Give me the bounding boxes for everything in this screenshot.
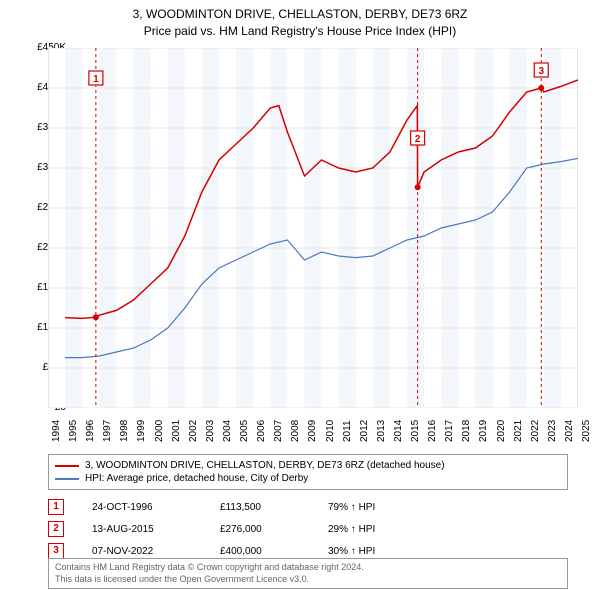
x-tick-label: 2004 <box>222 420 233 442</box>
x-tick-label: 2018 <box>461 420 472 442</box>
sale-price: £113,500 <box>220 502 300 513</box>
x-tick-label: 1999 <box>136 420 147 442</box>
x-tick-label: 2009 <box>307 420 318 442</box>
sale-date: 13-AUG-2015 <box>92 524 192 535</box>
sales-row: 1 24-OCT-1996 £113,500 79% ↑ HPI <box>48 496 375 518</box>
footer-line2: This data is licensed under the Open Gov… <box>55 574 561 586</box>
x-tick-label: 2015 <box>410 420 421 442</box>
legend-label: HPI: Average price, detached house, City… <box>85 473 308 484</box>
x-tick-label: 2014 <box>393 420 404 442</box>
sale-diff: 79% ↑ HPI <box>328 502 375 513</box>
svg-text:3: 3 <box>538 66 544 77</box>
x-tick-label: 2011 <box>342 420 353 442</box>
sale-price: £400,000 <box>220 546 300 557</box>
svg-text:2: 2 <box>415 134 421 145</box>
sales-row: 2 13-AUG-2015 £276,000 29% ↑ HPI <box>48 518 375 540</box>
legend-item: 3, WOODMINTON DRIVE, CHELLASTON, DERBY, … <box>55 459 561 472</box>
x-tick-label: 1996 <box>85 420 96 442</box>
legend: 3, WOODMINTON DRIVE, CHELLASTON, DERBY, … <box>48 454 568 490</box>
x-tick-label: 2008 <box>290 420 301 442</box>
attribution-footer: Contains HM Land Registry data © Crown c… <box>48 558 568 589</box>
x-tick-label: 2001 <box>171 420 182 442</box>
title-line1: 3, WOODMINTON DRIVE, CHELLASTON, DERBY, … <box>0 6 600 23</box>
sale-marker: 2 <box>48 521 64 537</box>
svg-text:1: 1 <box>93 74 99 85</box>
legend-swatch <box>55 465 79 467</box>
sale-date: 24-OCT-1996 <box>92 502 192 513</box>
x-tick-label: 2005 <box>239 420 250 442</box>
x-tick-label: 2020 <box>496 420 507 442</box>
x-tick-label: 1994 <box>51 420 62 442</box>
x-tick-label: 2012 <box>359 420 370 442</box>
sale-marker: 1 <box>48 499 64 515</box>
chart-container: 3, WOODMINTON DRIVE, CHELLASTON, DERBY, … <box>0 0 600 590</box>
x-axis-ticks: 1994 1995 1996 1997 1998 1999 2000 2001 2002 2003… <box>48 410 578 450</box>
title-line2: Price paid vs. HM Land Registry's House … <box>0 23 600 40</box>
sale-marker: 3 <box>48 543 64 559</box>
chart-title: 3, WOODMINTON DRIVE, CHELLASTON, DERBY, … <box>0 0 600 40</box>
footer-line1: Contains HM Land Registry data © Crown c… <box>55 562 561 574</box>
x-tick-label: 2025 <box>581 420 592 442</box>
legend-swatch <box>55 478 79 480</box>
x-tick-label: 2016 <box>427 420 438 442</box>
x-tick-label: 2021 <box>513 420 524 442</box>
x-tick-label: 2000 <box>154 420 165 442</box>
x-tick-label: 1997 <box>102 420 113 442</box>
x-tick-label: 2007 <box>273 420 284 442</box>
legend-item: HPI: Average price, detached house, City… <box>55 472 561 485</box>
x-tick-label: 1998 <box>119 420 130 442</box>
x-tick-label: 2024 <box>564 420 575 442</box>
legend-label: 3, WOODMINTON DRIVE, CHELLASTON, DERBY, … <box>85 460 445 471</box>
x-tick-label: 2006 <box>256 420 267 442</box>
sale-diff: 29% ↑ HPI <box>328 524 375 535</box>
x-tick-label: 2017 <box>444 420 455 442</box>
sale-date: 07-NOV-2022 <box>92 546 192 557</box>
x-tick-label: 2003 <box>205 420 216 442</box>
x-tick-label: 2010 <box>325 420 336 442</box>
x-tick-label: 2023 <box>547 420 558 442</box>
x-tick-label: 2022 <box>530 420 541 442</box>
price-chart: 1 2 3 <box>48 48 578 408</box>
sales-table: 1 24-OCT-1996 £113,500 79% ↑ HPI 2 13-AUG-201… <box>48 496 375 562</box>
sale-diff: 30% ↑ HPI <box>328 546 375 557</box>
x-tick-label: 2002 <box>188 420 199 442</box>
x-tick-label: 1995 <box>68 420 79 442</box>
sale-price: £276,000 <box>220 524 300 535</box>
x-tick-label: 2019 <box>478 420 489 442</box>
x-tick-label: 2013 <box>376 420 387 442</box>
